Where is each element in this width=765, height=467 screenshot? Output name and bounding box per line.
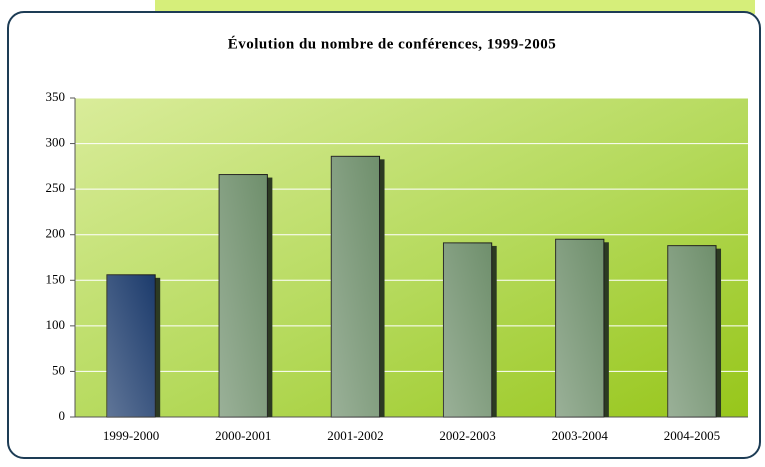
bar-sheen	[443, 242, 492, 417]
y-tick-label: 200	[46, 226, 66, 241]
x-tick-label: 2002-2003	[439, 428, 495, 443]
bar-sheen	[106, 274, 156, 417]
y-tick-label: 250	[46, 180, 66, 195]
bar-sheen	[331, 156, 380, 417]
y-tick-label: 0	[59, 408, 66, 423]
y-tick-label: 100	[46, 317, 66, 332]
x-tick-label: 2000-2001	[215, 428, 271, 443]
chart-title: Évolution du nombre de conférences, 1999…	[228, 35, 557, 52]
bar-sheen	[555, 239, 604, 417]
bar-sheen	[667, 245, 717, 417]
bar-sheen	[219, 174, 268, 417]
x-tick-label: 2001-2002	[327, 428, 383, 443]
top-tab	[155, 0, 755, 14]
x-tick-label: 1999-2000	[103, 428, 159, 443]
y-tick-label: 50	[52, 362, 65, 377]
y-tick-label: 300	[46, 135, 66, 150]
y-tick-label: 150	[46, 271, 66, 286]
y-tick-label: 350	[46, 89, 66, 104]
plot-area	[75, 98, 748, 417]
x-tick-label: 2003-2004	[552, 428, 609, 443]
x-tick-label: 2004-2005	[664, 428, 720, 443]
